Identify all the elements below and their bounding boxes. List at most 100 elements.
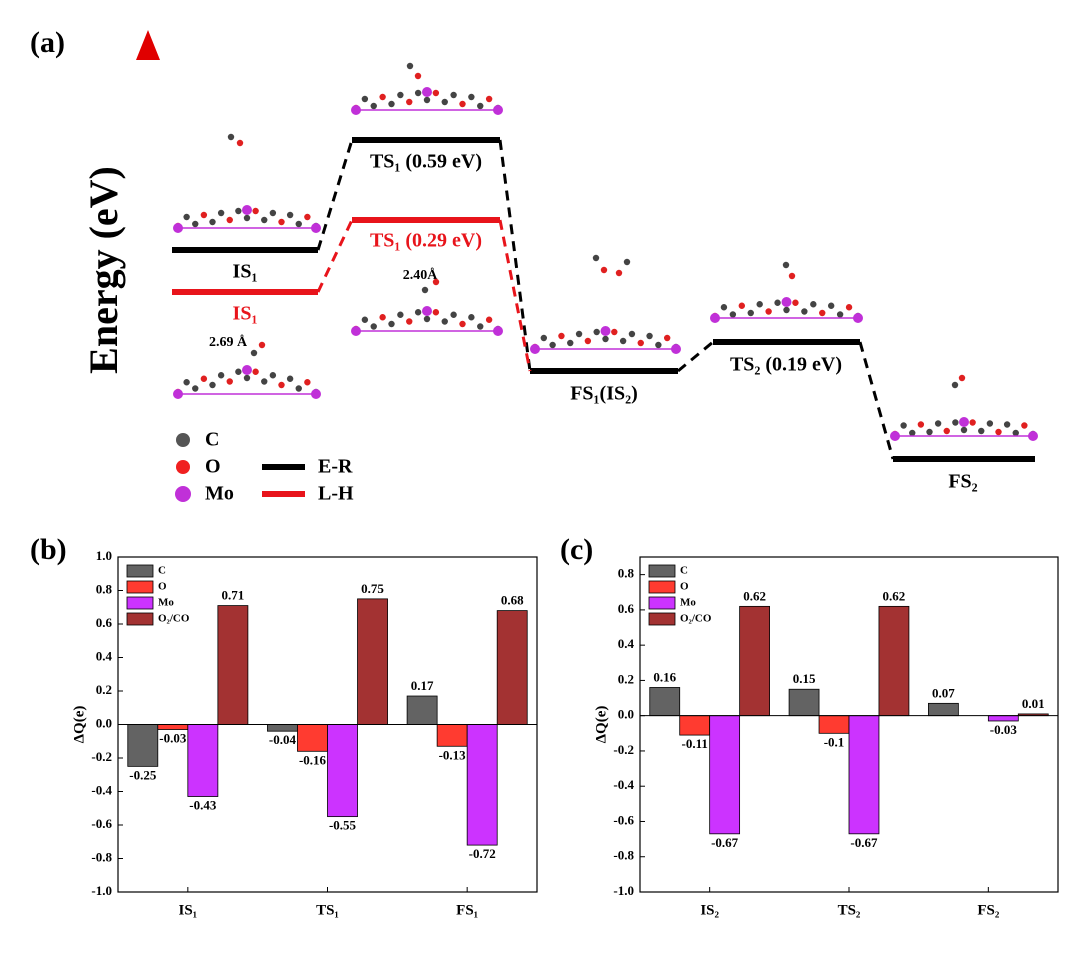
atom	[477, 103, 483, 109]
atom	[242, 205, 252, 215]
atom	[433, 90, 439, 96]
atom	[296, 385, 302, 391]
y-axis-title: Energy (eV)	[81, 166, 126, 374]
atom	[351, 105, 361, 115]
atom	[567, 340, 573, 346]
legend-label: Mo	[158, 597, 174, 609]
legend-swatch	[127, 613, 153, 625]
data-label: -0.67	[850, 835, 878, 850]
annotation: 2.40Å	[403, 267, 439, 283]
atom	[252, 208, 258, 214]
atom	[304, 379, 310, 385]
y-tick-label: 0.8	[96, 581, 113, 596]
atom	[900, 422, 906, 428]
atom	[952, 382, 958, 388]
atom	[270, 210, 276, 216]
legend-swatch	[649, 565, 675, 577]
y-tick-label: 1.0	[96, 548, 112, 563]
atom	[415, 309, 421, 315]
bar	[188, 725, 218, 797]
atom	[406, 99, 412, 105]
atom	[433, 309, 439, 315]
data-label: -0.25	[129, 767, 157, 782]
state-label: IS₁	[233, 303, 258, 325]
state-label: FS₁(IS₂)	[570, 383, 638, 405]
x-tick-label: TS₂	[838, 902, 861, 918]
atom	[296, 221, 302, 227]
bar	[680, 716, 710, 735]
atom	[926, 429, 932, 435]
atom	[549, 342, 555, 348]
atom	[748, 310, 754, 316]
atom	[252, 369, 258, 375]
y-tick-label: 0.0	[618, 707, 634, 722]
atom	[789, 273, 795, 279]
atom	[1028, 431, 1038, 441]
atom	[371, 323, 377, 329]
data-label: -0.1	[824, 734, 845, 749]
atom	[853, 313, 863, 323]
atom	[173, 389, 183, 399]
atom	[774, 300, 780, 306]
state-label: TS₂ (0.19 eV)	[730, 354, 842, 376]
y-tick-label: 0.0	[96, 715, 112, 730]
bar	[407, 696, 437, 724]
levels	[172, 140, 1035, 459]
atom	[406, 318, 412, 324]
atom	[890, 431, 900, 441]
bar	[740, 606, 770, 715]
legend: C O Mo E-R L-H	[175, 429, 354, 505]
atom	[459, 321, 465, 327]
atom	[493, 326, 503, 336]
legend-label: O₂/CO	[158, 613, 190, 625]
legend-marker	[175, 486, 191, 502]
atom	[961, 427, 967, 433]
atom	[287, 212, 293, 218]
bar	[928, 703, 958, 715]
atom	[611, 329, 617, 335]
arrow-head	[136, 30, 160, 60]
atom	[801, 308, 807, 314]
data-label: -0.11	[682, 736, 708, 751]
atom	[209, 219, 215, 225]
state-label: IS₁	[233, 261, 258, 283]
data-label: -0.67	[711, 835, 739, 850]
atom	[616, 270, 622, 276]
atom	[422, 87, 432, 97]
bar	[467, 725, 497, 846]
atom	[218, 372, 224, 378]
legend-label: Mo	[680, 597, 696, 609]
state-label: TS₁ (0.59 eV)	[370, 151, 482, 173]
legend-swatch	[127, 565, 153, 577]
atom	[792, 300, 798, 306]
atom	[459, 101, 465, 107]
atom	[397, 92, 403, 98]
atom	[270, 372, 276, 378]
bar	[128, 725, 158, 767]
y-tick-label: -0.8	[613, 848, 634, 863]
legend-label: C	[158, 565, 166, 577]
atom	[909, 430, 915, 436]
legend-swatch	[649, 597, 675, 609]
atom	[278, 382, 284, 388]
y-tick-label: -1.0	[91, 883, 112, 898]
atom	[646, 333, 652, 339]
atom	[721, 304, 727, 310]
atom	[201, 376, 207, 382]
y-tick-label: -0.8	[91, 849, 112, 864]
atom	[576, 331, 582, 337]
data-label: -0.04	[269, 732, 297, 747]
y-tick-label: 0.6	[618, 601, 635, 616]
connector	[500, 140, 530, 371]
atom	[261, 217, 267, 223]
atom	[1021, 422, 1027, 428]
atom	[237, 140, 243, 146]
data-label: -0.55	[329, 818, 357, 833]
bar	[988, 716, 1018, 721]
legend-swatch	[649, 581, 675, 593]
atom	[541, 335, 547, 341]
bar-charts: (b)ΔQ(e)-1.0-0.8-0.6-0.4-0.20.00.20.40.6…	[30, 533, 1058, 919]
bar	[650, 687, 680, 715]
atom	[944, 428, 950, 434]
y-tick-label: -0.4	[91, 782, 112, 797]
